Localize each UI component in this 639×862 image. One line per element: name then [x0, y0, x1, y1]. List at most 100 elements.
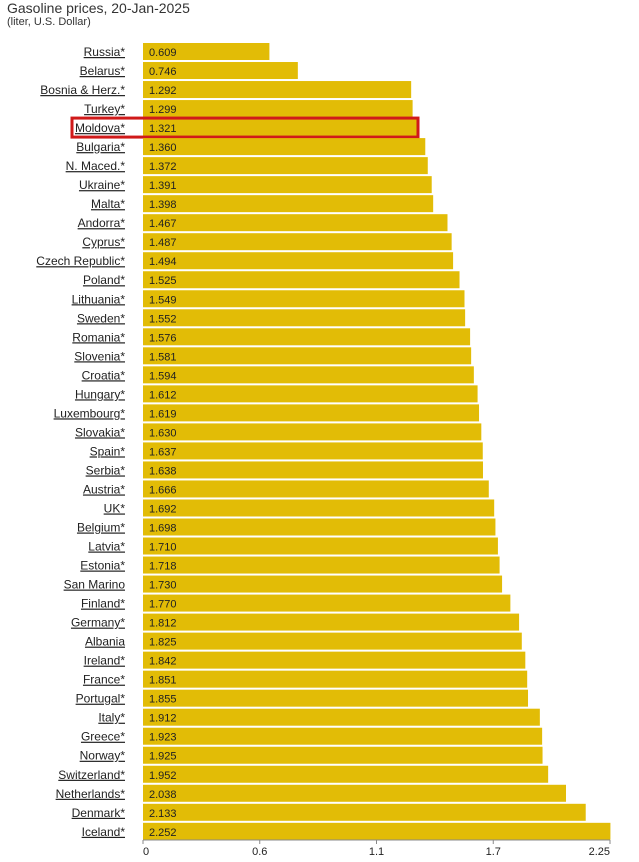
bar [143, 271, 460, 289]
category-label: Romania* [72, 330, 125, 344]
bar [143, 803, 586, 821]
x-tick-label: 0 [143, 846, 149, 858]
value-label: 1.581 [149, 351, 177, 363]
category-label: Belarus* [80, 64, 126, 78]
bar [143, 708, 540, 726]
category-label: Andorra* [78, 216, 126, 230]
category-label: Norway* [80, 749, 126, 763]
category-label: San Marino [64, 578, 126, 592]
value-label: 1.666 [149, 484, 177, 496]
bar [143, 233, 452, 251]
value-label: 0.609 [149, 47, 177, 59]
value-label: 1.360 [149, 142, 177, 154]
category-label: Turkey* [84, 102, 125, 116]
bar [143, 404, 480, 422]
value-label: 1.619 [149, 408, 177, 420]
bar [143, 613, 520, 631]
value-label: 1.851 [149, 675, 177, 687]
category-label: Sweden* [77, 311, 125, 325]
value-label: 1.576 [149, 332, 177, 344]
value-label: 1.638 [149, 465, 177, 477]
value-label: 1.594 [149, 370, 177, 382]
category-label: Germany* [71, 616, 125, 630]
x-tick-label: 0.6 [252, 846, 267, 858]
bar [143, 670, 528, 688]
category-label: Switzerland* [58, 768, 125, 782]
value-label: 1.952 [149, 770, 177, 782]
bar [143, 689, 529, 707]
bar [143, 366, 474, 384]
value-label: 1.494 [149, 256, 177, 268]
category-label: Netherlands* [56, 787, 126, 801]
value-label: 1.842 [149, 656, 177, 668]
value-label: 2.252 [149, 827, 177, 839]
value-label: 1.612 [149, 389, 177, 401]
category-label: Cyprus* [82, 235, 125, 249]
category-label: Lithuania* [72, 292, 126, 306]
bar [143, 784, 566, 802]
category-label: Latvia* [88, 540, 125, 554]
value-label: 1.637 [149, 446, 177, 458]
bar [143, 442, 483, 460]
x-tick-label: 2.25 [589, 846, 610, 858]
bar [143, 43, 270, 60]
value-label: 1.825 [149, 637, 177, 649]
bar [143, 328, 471, 346]
category-label: Austria* [83, 482, 125, 496]
value-label: 1.398 [149, 199, 177, 211]
category-label: Finland* [81, 597, 125, 611]
bar [143, 556, 500, 574]
bar [143, 518, 496, 536]
bar [143, 176, 432, 194]
bar [143, 423, 482, 441]
category-label: Russia* [84, 45, 126, 59]
category-label: Moldova* [75, 121, 125, 135]
bar [143, 195, 434, 213]
bar [143, 537, 498, 555]
bar [143, 290, 465, 308]
chart-title: Gasoline prices, 20-Jan-2025 [7, 0, 190, 16]
category-label: Denmark* [72, 806, 126, 820]
category-label: Iceland* [82, 825, 126, 839]
bar [143, 62, 298, 80]
value-label: 1.299 [149, 104, 177, 116]
bar [143, 157, 428, 175]
value-label: 1.391 [149, 180, 177, 192]
bar [143, 252, 454, 270]
bar [143, 765, 549, 783]
bar [143, 385, 478, 403]
category-label: Ireland* [84, 654, 126, 668]
value-label: 1.552 [149, 313, 177, 325]
category-label: Croatia* [82, 368, 126, 382]
value-label: 1.925 [149, 751, 177, 763]
chart-subtitle: (liter, U.S. Dollar) [7, 16, 91, 28]
category-label: Serbia* [86, 463, 126, 477]
category-label: Spain* [90, 444, 126, 458]
value-label: 1.549 [149, 294, 177, 306]
value-label: 1.467 [149, 218, 177, 230]
category-label: Poland* [83, 273, 125, 287]
bar [143, 632, 522, 650]
category-label: Italy* [98, 711, 125, 725]
bar [143, 214, 448, 232]
value-label: 1.710 [149, 542, 177, 554]
category-label: Slovenia* [74, 349, 125, 363]
bar [143, 480, 489, 498]
x-tick-label: 1.7 [486, 846, 501, 858]
bar [143, 81, 412, 99]
category-label: UK* [104, 501, 126, 515]
value-label: 2.038 [149, 789, 177, 801]
value-label: 1.770 [149, 599, 177, 611]
category-label: Luxembourg* [54, 406, 126, 420]
value-label: 1.372 [149, 161, 177, 173]
bar [143, 822, 611, 840]
x-tick-label: 1.1 [369, 846, 384, 858]
value-label: 1.698 [149, 523, 177, 535]
category-label: Slovakia* [75, 425, 125, 439]
bar [143, 727, 543, 745]
category-label: Belgium* [77, 521, 125, 535]
category-label: Estonia* [80, 559, 125, 573]
category-label: Albania [85, 635, 125, 649]
value-label: 1.730 [149, 580, 177, 592]
category-label: Greece* [81, 730, 125, 744]
